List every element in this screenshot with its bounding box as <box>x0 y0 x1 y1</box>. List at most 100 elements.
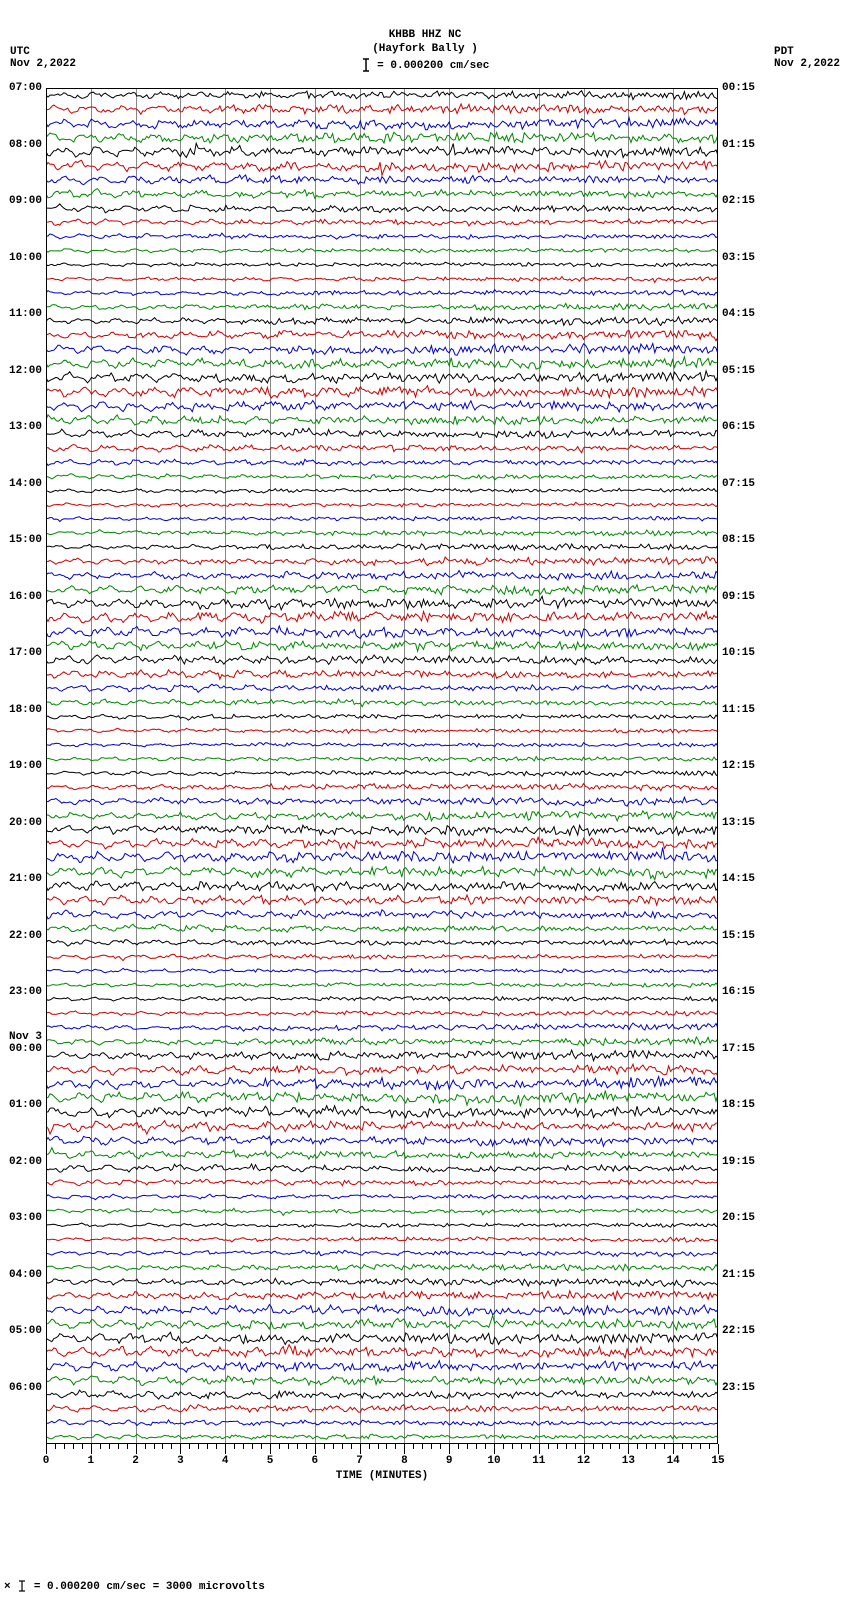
xtick-minor <box>637 1444 638 1449</box>
xtick-major <box>494 1444 495 1454</box>
utc-label: 19:00 <box>9 760 42 772</box>
xtick-minor <box>575 1444 576 1449</box>
pdt-label: 09:15 <box>722 591 755 603</box>
utc-label: 23:00 <box>9 986 42 998</box>
xtick-major <box>449 1444 450 1454</box>
xtick-minor <box>709 1444 710 1449</box>
pdt-label: 14:15 <box>722 873 755 885</box>
utc-label: 22:00 <box>9 930 42 942</box>
pdt-label: 22:15 <box>722 1325 755 1337</box>
utc-label: 14:00 <box>9 478 42 490</box>
tz-left-date: Nov 2,2022 <box>10 58 76 70</box>
pdt-label: 16:15 <box>722 986 755 998</box>
xtick-major <box>270 1444 271 1454</box>
xtick-minor <box>700 1444 701 1449</box>
xtick-minor <box>512 1444 513 1449</box>
utc-time-labels: 07:0008:0009:0010:0011:0012:0013:0014:00… <box>0 88 44 1444</box>
xtick-major <box>628 1444 629 1454</box>
pdt-label: 18:15 <box>722 1099 755 1111</box>
xtick-minor <box>557 1444 558 1449</box>
pdt-label: 01:15 <box>722 139 755 151</box>
xtick-major <box>360 1444 361 1454</box>
header-block: KHBB HHZ NC (Hayfork Bally ) = 0.000200 … <box>0 0 850 72</box>
station-code: KHBB HHZ NC <box>0 28 850 42</box>
xtick-minor <box>288 1444 289 1449</box>
xtick-minor <box>189 1444 190 1449</box>
xtick-major <box>180 1444 181 1454</box>
xtick-minor <box>476 1444 477 1449</box>
utc-label: 20:00 <box>9 817 42 829</box>
footer-scale: × = 0.000200 cm/sec = 3000 microvolts <box>4 1580 265 1593</box>
pdt-label: 00:15 <box>722 82 755 94</box>
xtick-minor <box>422 1444 423 1449</box>
pdt-time-labels: 00:1501:1502:1503:1504:1505:1506:1507:15… <box>720 88 780 1444</box>
tz-right-block: PDT Nov 2,2022 <box>774 46 840 70</box>
xtick-minor <box>171 1444 172 1449</box>
x-axis-title: TIME (MINUTES) <box>46 1470 718 1482</box>
xtick-minor <box>73 1444 74 1449</box>
tz-right-name: PDT <box>774 46 840 58</box>
tz-left-block: UTC Nov 2,2022 <box>10 46 76 70</box>
pdt-label: 10:15 <box>722 647 755 659</box>
xtick-label: 2 <box>132 1455 139 1467</box>
xtick-minor <box>610 1444 611 1449</box>
xtick-label: 8 <box>401 1455 408 1467</box>
tz-right-date: Nov 2,2022 <box>774 58 840 70</box>
xtick-minor <box>503 1444 504 1449</box>
utc-label: 21:00 <box>9 873 42 885</box>
xtick-minor <box>467 1444 468 1449</box>
xtick-minor <box>386 1444 387 1449</box>
xtick-label: 9 <box>446 1455 453 1467</box>
xtick-minor <box>154 1444 155 1449</box>
pdt-label: 06:15 <box>722 421 755 433</box>
xtick-major <box>718 1444 719 1454</box>
xtick-minor <box>395 1444 396 1449</box>
tz-left-name: UTC <box>10 46 76 58</box>
xtick-major <box>91 1444 92 1454</box>
xtick-major <box>46 1444 47 1454</box>
station-name: (Hayfork Bally ) <box>0 42 850 56</box>
utc-label: 17:00 <box>9 647 42 659</box>
xtick-minor <box>655 1444 656 1449</box>
xtick-label: 0 <box>43 1455 50 1467</box>
pdt-label: 07:15 <box>722 478 755 490</box>
pdt-label: 17:15 <box>722 1043 755 1055</box>
utc-label: 11:00 <box>9 308 42 320</box>
pdt-label: 15:15 <box>722 930 755 942</box>
xtick-minor <box>127 1444 128 1449</box>
scale-tick-icon <box>361 58 371 72</box>
xtick-minor <box>646 1444 647 1449</box>
utc-label: 16:00 <box>9 591 42 603</box>
xtick-minor <box>118 1444 119 1449</box>
xtick-minor <box>198 1444 199 1449</box>
xtick-minor <box>100 1444 101 1449</box>
xtick-minor <box>431 1444 432 1449</box>
xtick-major <box>673 1444 674 1454</box>
xtick-minor <box>252 1444 253 1449</box>
xtick-minor <box>378 1444 379 1449</box>
xtick-minor <box>566 1444 567 1449</box>
utc-label: 09:00 <box>9 195 42 207</box>
xtick-minor <box>145 1444 146 1449</box>
xtick-major <box>584 1444 585 1454</box>
x-axis: TIME (MINUTES) 0123456789101112131415 <box>46 1444 718 1484</box>
xtick-major <box>539 1444 540 1454</box>
xtick-label: 4 <box>222 1455 229 1467</box>
xtick-label: 14 <box>667 1455 680 1467</box>
xtick-minor <box>109 1444 110 1449</box>
pdt-label: 12:15 <box>722 760 755 772</box>
utc-label: 18:00 <box>9 704 42 716</box>
utc-label: 00:00 <box>9 1043 42 1055</box>
pdt-label: 23:15 <box>722 1382 755 1394</box>
xtick-major <box>315 1444 316 1454</box>
xtick-major <box>225 1444 226 1454</box>
utc-label: 08:00 <box>9 139 42 151</box>
pdt-label: 04:15 <box>722 308 755 320</box>
xtick-minor <box>55 1444 56 1449</box>
utc-label: 06:00 <box>9 1382 42 1394</box>
footer-prefix: × <box>4 1581 11 1593</box>
utc-label: 04:00 <box>9 1269 42 1281</box>
scale-note: = 0.000200 cm/sec <box>0 58 850 72</box>
xtick-label: 13 <box>622 1455 635 1467</box>
xtick-minor <box>216 1444 217 1449</box>
